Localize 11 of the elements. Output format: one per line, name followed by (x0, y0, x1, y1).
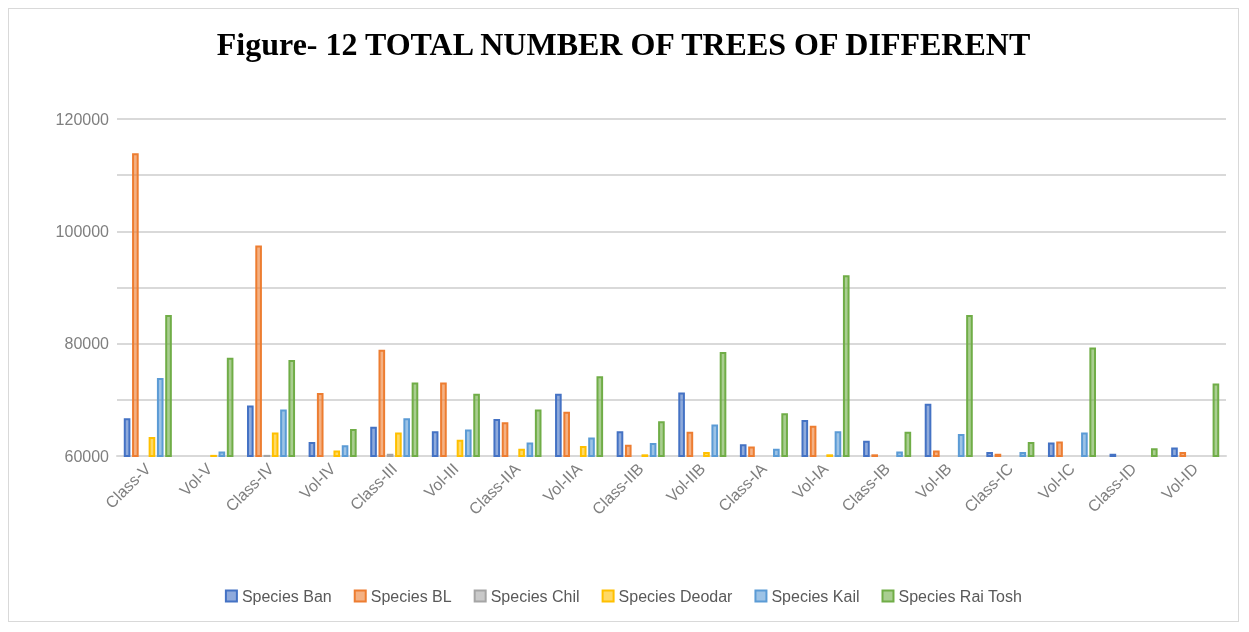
y-tick-label: 120000 (55, 110, 110, 128)
y-tick-label: 80000 (64, 335, 110, 353)
legend-label: Species BL (370, 587, 452, 605)
legend-label: Species Ban (241, 587, 332, 605)
legend-label: Species Kail (771, 587, 860, 605)
legend-label: Species Deodar (618, 587, 734, 605)
y-tick-label: 100000 (55, 222, 110, 240)
chart-title: Figure- 12 TOTAL NUMBER OF TREES OF DIFFERENT (216, 26, 1031, 62)
legend-label: Species Rai Tosh (898, 587, 1022, 605)
legend-label: Species Chil (490, 587, 580, 605)
y-tick-label: 60000 (64, 447, 110, 465)
